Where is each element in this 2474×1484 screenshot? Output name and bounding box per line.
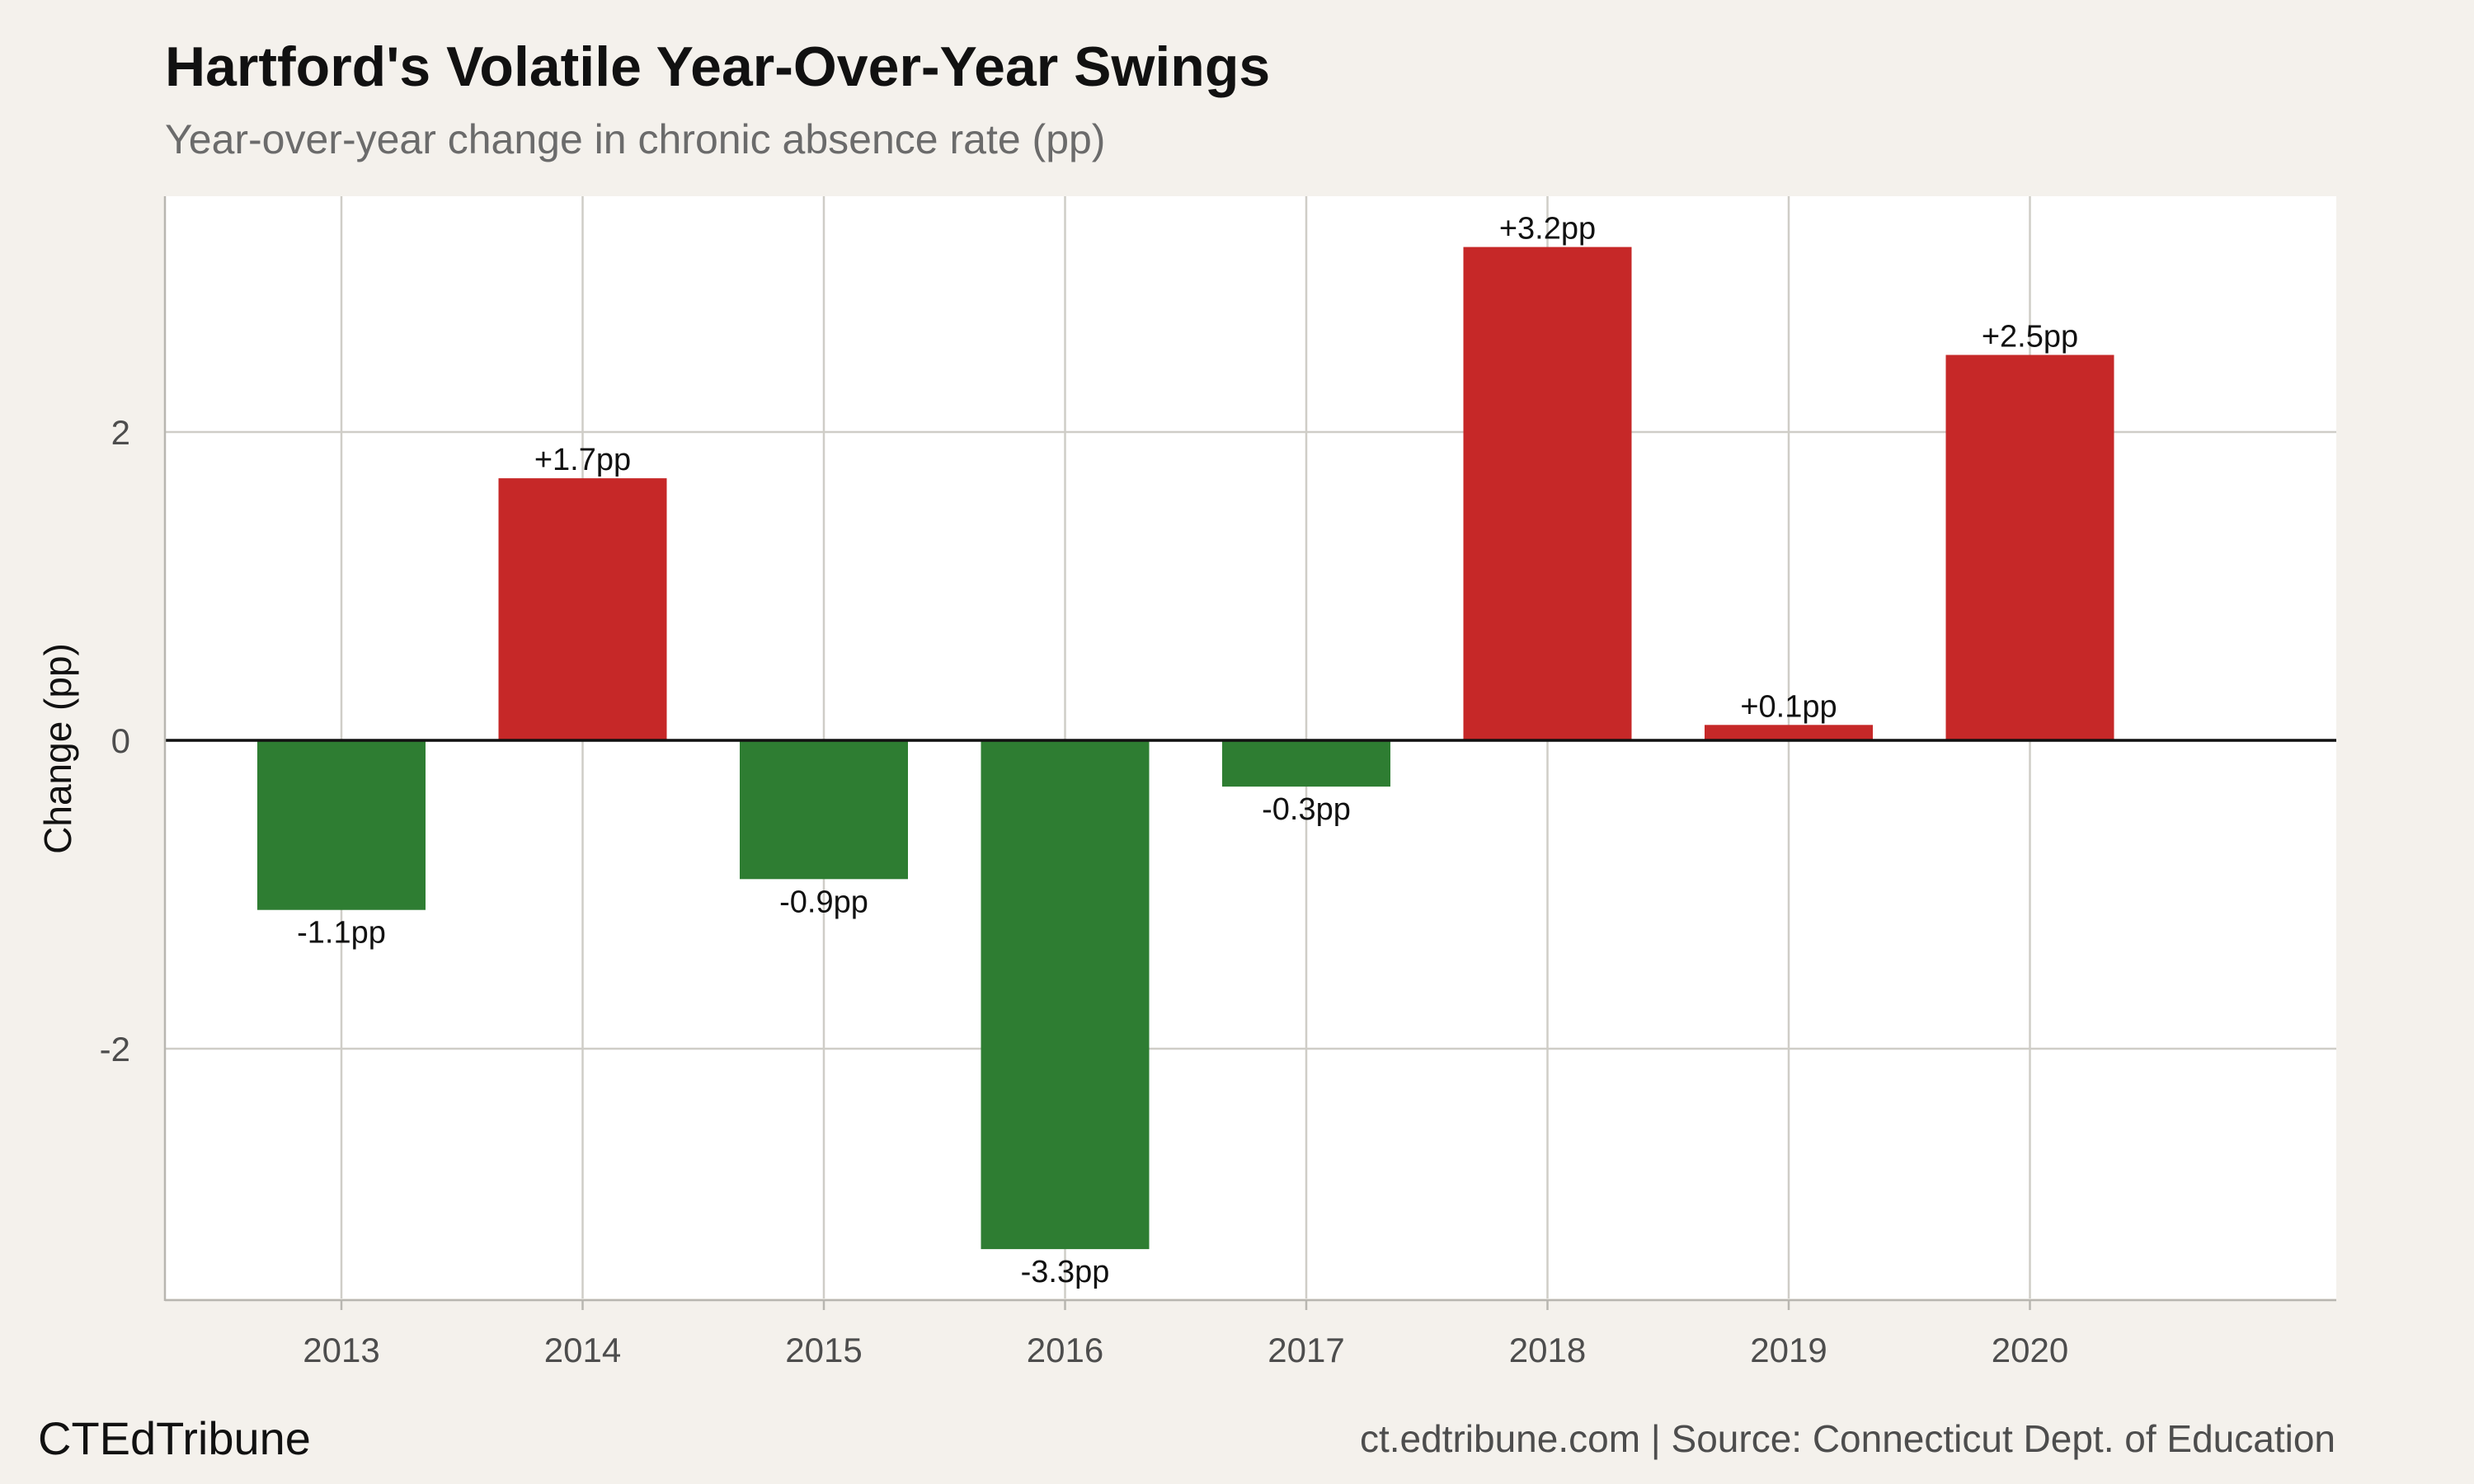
bar-value-label: -0.3pp — [1262, 792, 1351, 827]
y-tick-label: 0 — [111, 721, 130, 760]
source-credit: ct.edtribune.com | Source: Connecticut D… — [1359, 1417, 2335, 1460]
bar-2020 — [1945, 355, 2114, 740]
chart-title: Hartford's Volatile Year-Over-Year Swing… — [165, 35, 1271, 98]
bar-2015 — [740, 740, 908, 880]
y-tick-label: -2 — [100, 1030, 130, 1068]
x-tick-label: 2020 — [1992, 1331, 2068, 1369]
bar-2017 — [1222, 740, 1390, 787]
bar-2018 — [1463, 247, 1632, 741]
bar-labels: -1.1pp +1.7pp -0.9pp -3.3pp -0.3pp +3.2pp +0.1… — [297, 212, 2078, 1289]
x-tick-label: 2015 — [785, 1331, 862, 1369]
x-tick-label: 2016 — [1027, 1331, 1103, 1369]
chart-subtitle: Year-over-year change in chronic absence… — [165, 116, 1106, 162]
x-tick-label: 2018 — [1509, 1331, 1586, 1369]
bar-value-label: +2.5pp — [1982, 320, 2078, 355]
x-tick-label: 2017 — [1268, 1331, 1344, 1369]
y-axis-label: Change (pp) — [36, 643, 79, 854]
brand-logo: CTEdTribune — [38, 1412, 311, 1464]
bar-value-label: -0.9pp — [779, 885, 868, 919]
bar-value-label: +3.2pp — [1499, 212, 1596, 247]
bar-value-label: -3.3pp — [1021, 1255, 1110, 1289]
bar-2019 — [1705, 725, 1873, 740]
x-tick-labels: 2013 2014 2015 2016 2017 2018 2019 2020 — [303, 1331, 2068, 1369]
bar-value-label: +0.1pp — [1740, 689, 1837, 724]
bar-2013 — [257, 740, 426, 910]
bar-value-label: +1.7pp — [534, 443, 631, 477]
x-tick-label: 2013 — [303, 1331, 379, 1369]
bar-2014 — [498, 478, 667, 740]
y-tick-label: 2 — [111, 413, 130, 452]
bars — [257, 247, 2114, 1250]
bar-2016 — [981, 740, 1150, 1250]
x-tick-label: 2014 — [544, 1331, 621, 1369]
y-tick-labels: -2 0 2 — [100, 413, 130, 1068]
bar-value-label: -1.1pp — [297, 916, 386, 951]
x-tick-label: 2019 — [1750, 1331, 1827, 1369]
